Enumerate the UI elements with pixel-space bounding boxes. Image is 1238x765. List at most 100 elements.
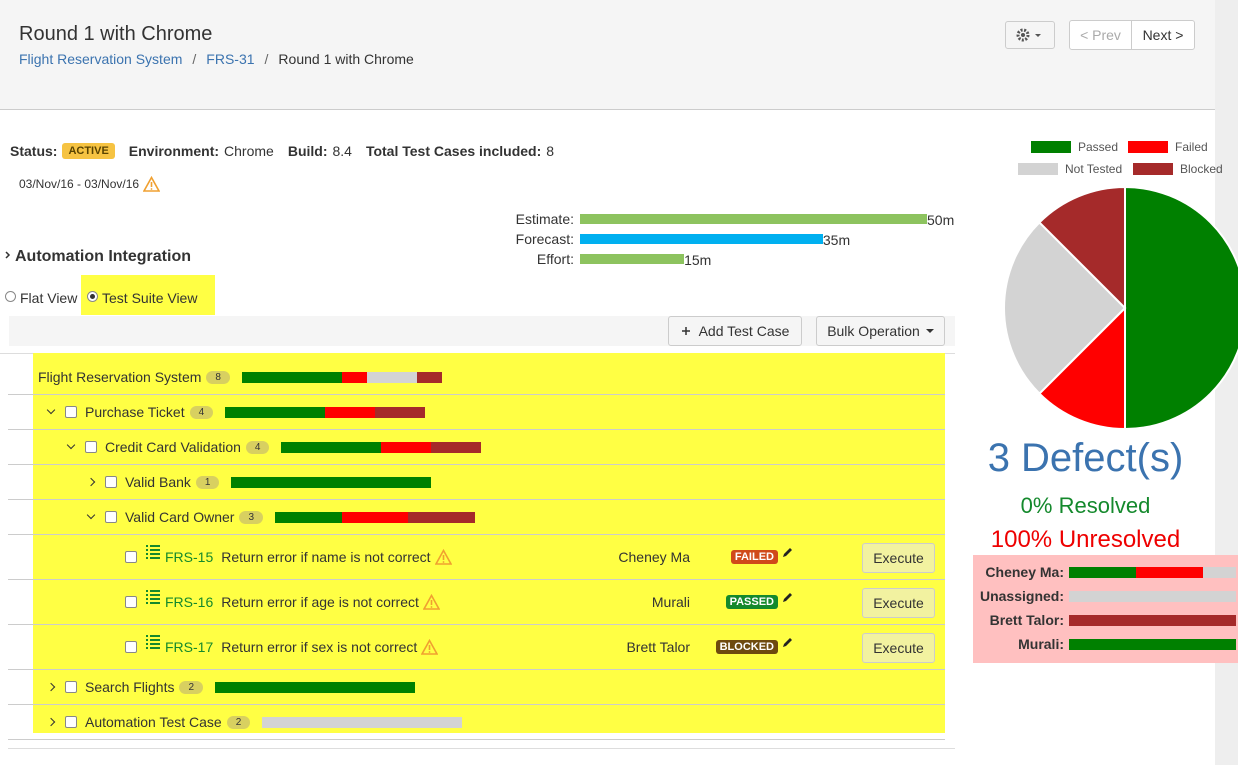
breadcrumb-item[interactable]: Flight Reservation System [19,51,183,67]
checkbox[interactable] [105,511,117,523]
execute-button[interactable]: Execute [862,543,935,573]
view-label[interactable]: Test Suite View [102,290,198,306]
tree-row: Credit Card Validation 4 [0,430,945,465]
next-button[interactable]: Next > [1131,20,1195,50]
node-name[interactable]: Credit Card Validation [105,439,241,455]
radio[interactable] [87,291,98,302]
icon-line [150,549,160,551]
test-icon [146,545,160,559]
checkbox[interactable] [65,406,77,418]
checkbox[interactable] [105,476,117,488]
progress-bar [225,406,426,418]
pie-slice [1124,185,1238,431]
expander[interactable] [46,405,56,415]
test-key[interactable]: FRS-16 [165,594,214,610]
pie-slice [1003,221,1127,395]
row-border [8,464,945,465]
expander[interactable] [86,510,96,520]
node: Automation Test Case 2 [85,714,463,730]
checkbox[interactable] [65,681,77,693]
expander[interactable] [46,682,56,692]
node-name[interactable]: Purchase Ticket [85,404,185,420]
button-text: Bulk Operation [827,323,920,339]
test-key[interactable]: FRS-15 [165,549,214,565]
user-name: Cheney Ma: [985,564,1064,580]
progress-bar [262,716,463,728]
time-bar [580,254,685,264]
warning-triangle [434,549,452,565]
checkbox[interactable] [125,551,137,563]
icon-line [150,598,160,600]
radio[interactable] [5,291,16,302]
node: Search Flights 2 [85,679,416,695]
bar-segment [416,371,442,383]
icon-dot [146,639,148,641]
time-label: Estimate: [515,211,574,227]
view-label[interactable]: Flat View [20,290,78,306]
icon-dot [146,553,148,555]
bulk-operation-button[interactable]: Bulk Operation [816,316,945,346]
status-wrap: FAILED [700,550,778,564]
assignee: Brett Talor [626,639,690,655]
status-field: Build: 8.4 [288,143,352,159]
test-summary: FRS-15 Return error if name is not correc… [165,549,452,565]
warning-triangle [422,594,440,610]
bar-segment [366,371,417,383]
settings-button[interactable] [1005,21,1055,49]
user-name: Unassigned: [979,588,1064,604]
checkbox[interactable] [125,641,137,653]
edit-icon[interactable] [781,547,793,559]
status-field: Total Test Cases included: 8 [366,143,554,159]
add-test-case-button[interactable]: Add Test Case [668,316,802,346]
page-title: Round 1 with Chrome [19,23,213,45]
icon-dot [146,598,148,600]
caret [925,329,934,333]
node-name[interactable]: Valid Bank [125,474,191,490]
time-value: 50m [927,212,955,228]
expander[interactable] [86,477,96,487]
node-name[interactable]: Valid Card Owner [125,509,235,525]
time-label: Forecast: [515,231,574,247]
edit-icon[interactable] [781,637,793,649]
prev-button[interactable]: < Prev [1069,20,1132,50]
icon-dot [146,545,148,547]
icon-dot [146,647,148,649]
icon-line [150,590,160,592]
bar-segment [215,681,416,693]
checkbox[interactable] [85,441,97,453]
breadcrumb-item[interactable]: FRS-31 [206,51,255,67]
edit-icon[interactable] [781,592,793,604]
icon-dot [146,635,148,637]
node-name[interactable]: Search Flights [85,679,175,695]
count-badge: 2 [226,715,251,729]
execute-button[interactable]: Execute [862,588,935,618]
toolbar-bg [9,316,955,346]
summary: Return error if name is not correct [221,549,431,565]
icon-dot [146,643,148,645]
pencil [783,548,792,557]
section-title[interactable]: Automation Integration [15,248,191,265]
pie-slice [1038,185,1126,311]
progress-bar [241,371,442,383]
test-key[interactable]: FRS-17 [165,639,214,655]
legend-label: Failed [1175,140,1208,154]
expander[interactable] [66,440,76,450]
header-bg [0,0,1215,110]
plus-icon [681,327,690,335]
summary: Return error if sex is not correct [221,639,418,655]
progress-bar [231,476,432,488]
defects-title[interactable]: 3 Defect(s) [987,436,1184,480]
node-name[interactable]: Flight Reservation System [38,369,202,385]
node-name[interactable]: Automation Test Case [85,714,222,730]
execute-button[interactable]: Execute [862,633,935,663]
breadcrumb-item: Round 1 with Chrome [278,51,414,67]
bar-segment [1069,639,1236,650]
checkbox[interactable] [65,716,77,728]
legend-swatch [1133,163,1173,175]
warning-triangle [143,176,161,192]
checkbox[interactable] [125,596,137,608]
user-name: Brett Talor: [989,612,1064,628]
expander[interactable] [46,717,56,727]
